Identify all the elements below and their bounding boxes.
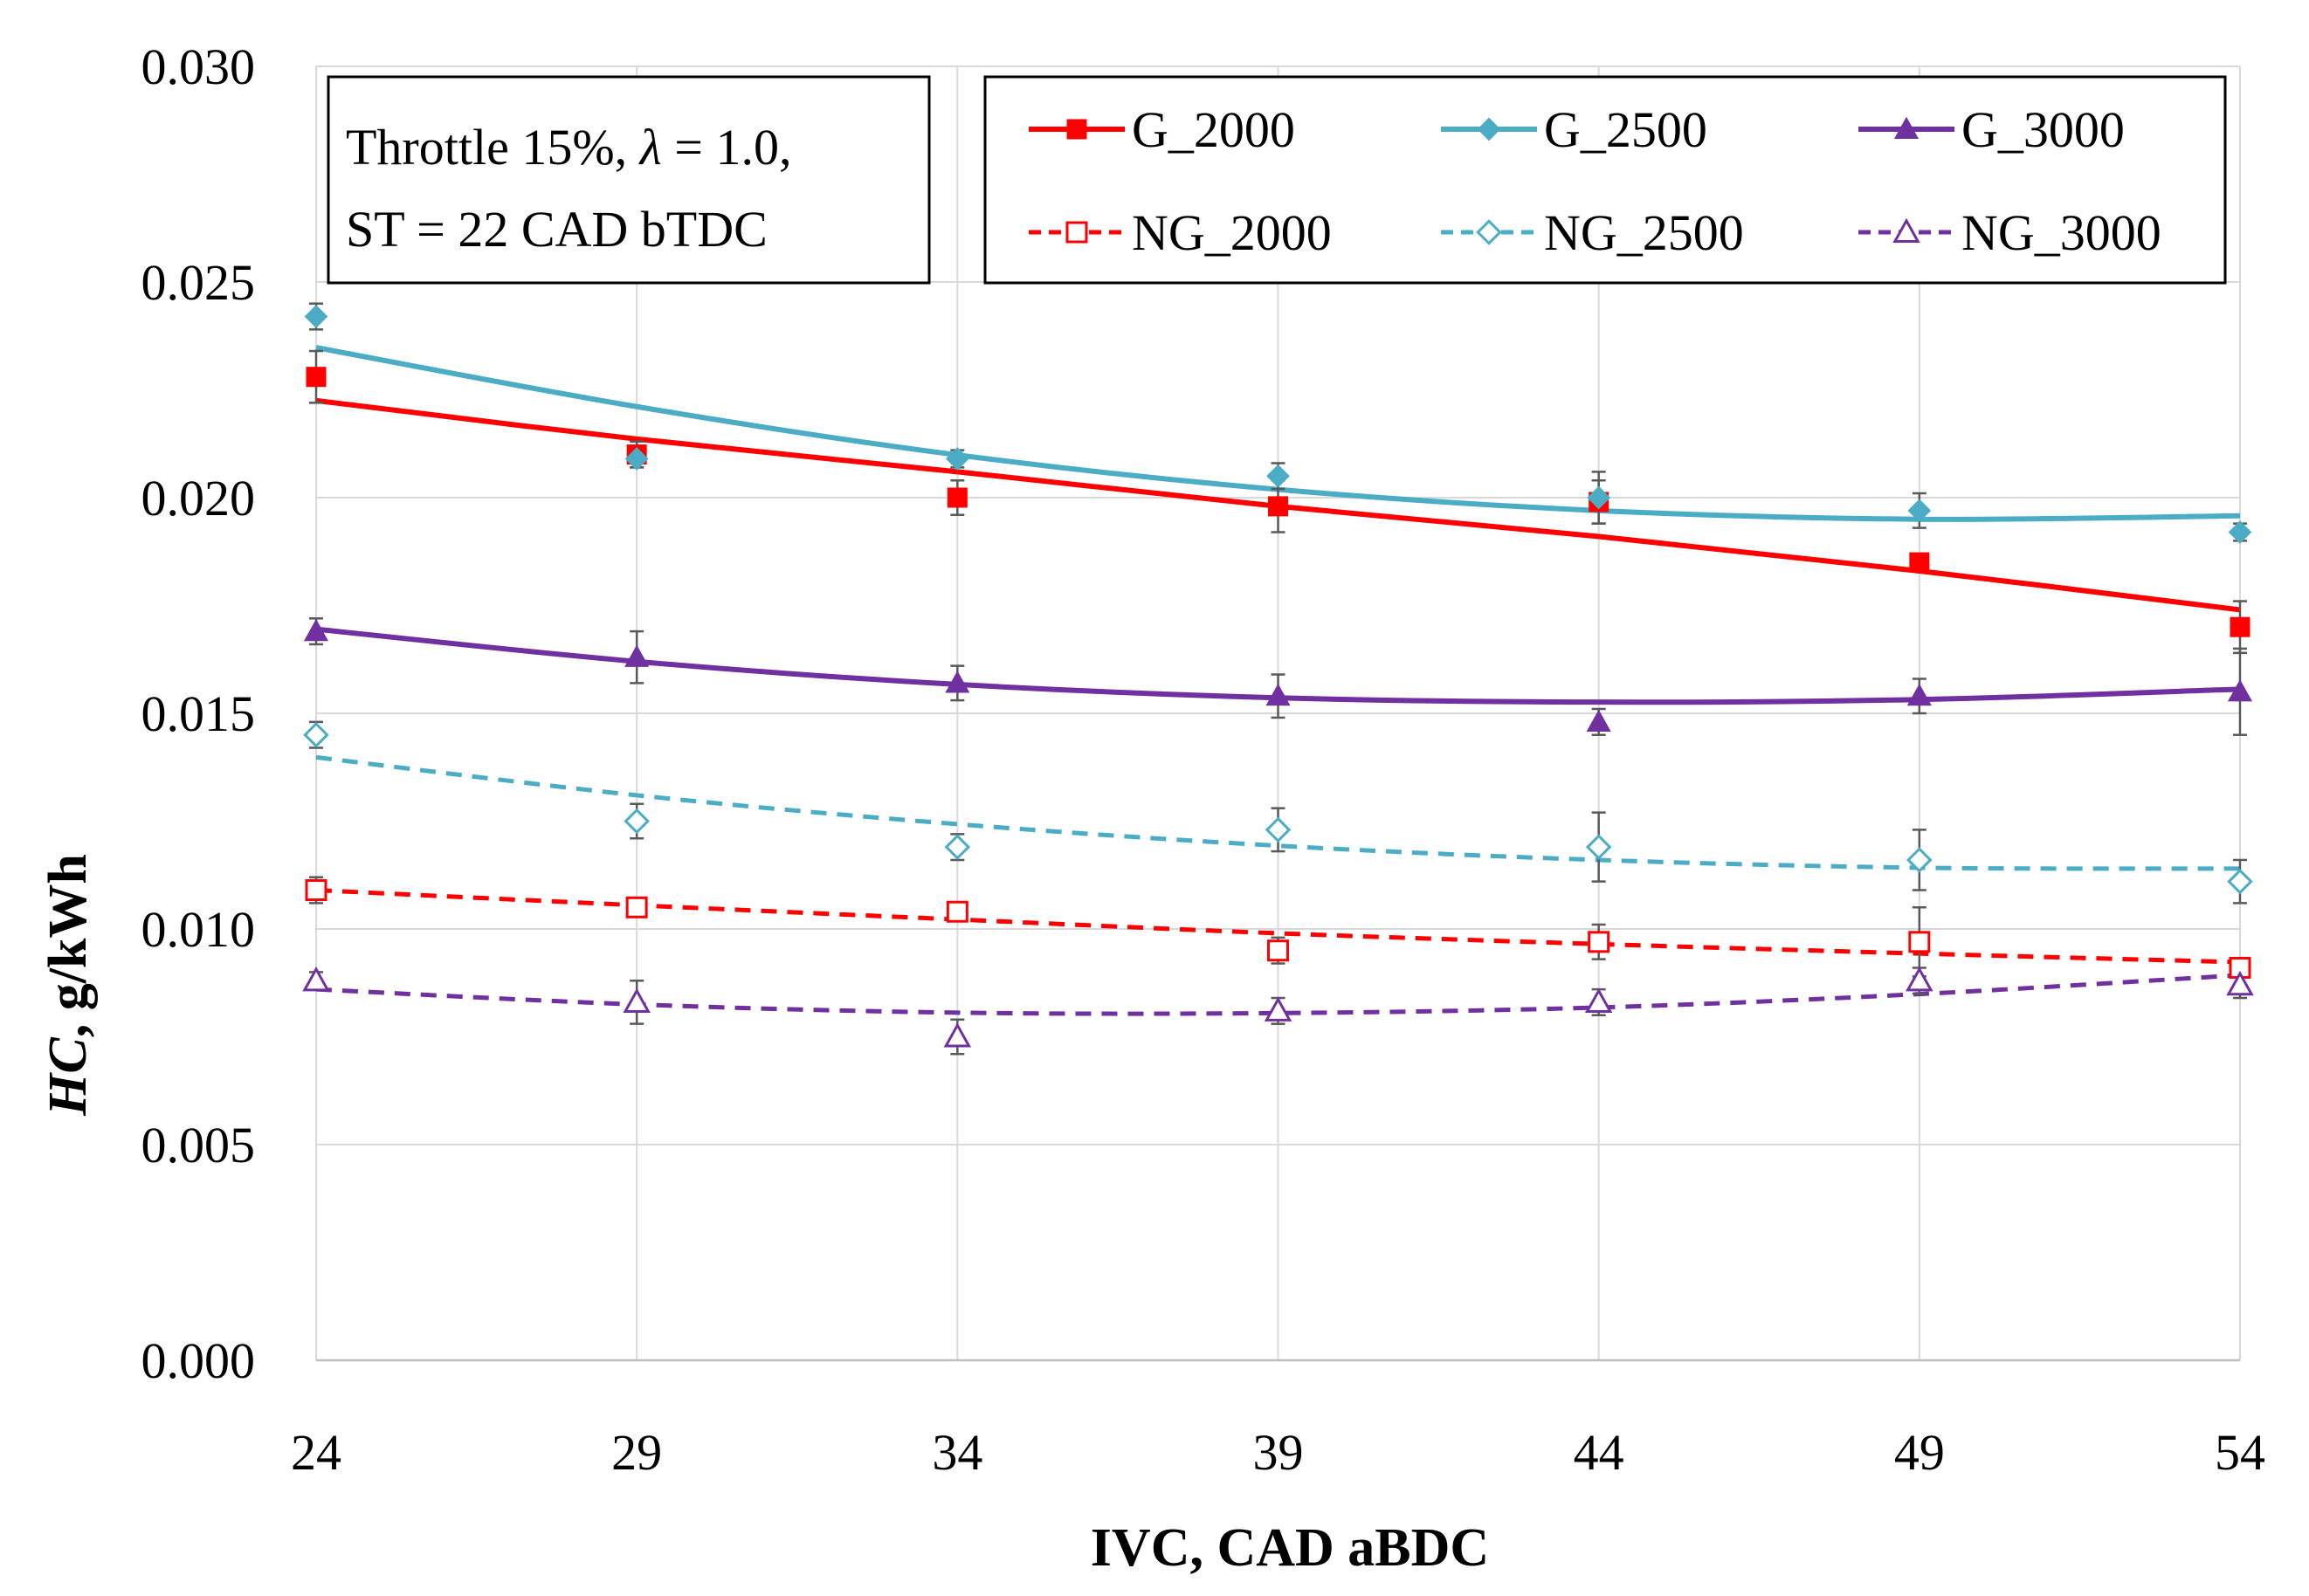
x-tick-label: 29 [611,1424,662,1481]
legend-item-ng-3000: NG_3000 [1858,204,2161,261]
data-point-ng-3000 [302,966,330,992]
conditions-lambda-value: = 1.0, [662,119,792,175]
data-point-g-2500 [1907,499,1932,523]
x-tick-label: 34 [932,1424,982,1481]
data-point-g-2000 [306,367,327,388]
conditions-lambda-symbol: λ [638,119,662,175]
data-point-g-2000 [2230,616,2250,637]
data-point-ng-2000 [1267,939,1289,962]
legend-marker-ng-2500 [1476,219,1502,245]
legend-label-g-3000: G_3000 [1961,101,2125,158]
data-point-g-2500 [1587,485,1611,510]
x-tick-label: 54 [2215,1424,2265,1481]
legend-marker-g-2500 [1477,117,1501,141]
legend-marker-g-2000 [1066,119,1087,140]
y-tick-label: 0.015 [141,685,256,742]
data-point-ng-2000 [1908,931,1931,953]
legend-item-ng-2500: NG_2500 [1441,204,1744,261]
legend-box [983,75,2227,285]
data-point-ng-2000 [625,896,648,918]
conditions-line-2: ST = 22 CAD bTDC [346,201,768,258]
legend-item-g-3000: G_3000 [1858,101,2125,158]
data-points [302,305,2254,1048]
data-point-g-3000 [1586,709,1611,732]
conditions-line-1: Throttle 15%, λ = 1.0, [346,119,792,175]
data-point-g-3000 [303,618,329,642]
legend-item-g-2000: G_2000 [1029,101,1295,158]
x-tick-label: 24 [291,1424,341,1481]
data-point-g-3000 [945,671,970,693]
legend-label-ng-2500: NG_2500 [1544,204,1744,261]
data-point-ng-3000 [943,1022,972,1048]
legend-marker-g-3000 [1893,116,1920,140]
data-point-ng-2000 [1588,931,1610,953]
data-point-ng-2000 [305,879,327,902]
x-tick-label: 44 [1574,1424,1624,1481]
legend-marker-ng-2000 [1065,221,1088,244]
data-point-ng-2500 [303,721,329,748]
y-tick-label: 0.010 [141,901,256,958]
legend-label-g-2500: G_2500 [1544,101,1707,158]
x-axis-title: IVC, CAD aBDC [1091,1518,1489,1578]
y-tick-label: 0.020 [141,470,256,526]
data-point-ng-2000 [946,900,968,923]
y-tick-label: 0.030 [141,38,256,95]
data-point-ng-3000 [623,987,651,1014]
data-point-ng-3000 [1264,996,1292,1022]
data-point-g-2000 [947,487,968,508]
legend-item-g-2500: G_2500 [1441,101,1707,158]
data-point-g-3000 [1906,684,1932,706]
data-point-ng-2500 [944,834,971,860]
conditions-throttle: Throttle 15%, [346,119,640,175]
legend-label-g-2000: G_2000 [1132,101,1295,158]
data-point-ng-2500 [624,808,650,835]
data-point-ng-2500 [1585,834,1612,860]
data-point-ng-3000 [1584,987,1613,1014]
tick-labels: 0.000 0.005 0.010 0.015 0.020 0.025 0.030 24 29 3… [141,38,2266,1481]
data-point-g-3000 [624,644,650,667]
data-point-ng-3000 [2226,970,2254,996]
data-point-g-3000 [2227,679,2253,702]
y-axis-title-unit: , g/kWh [38,854,98,1037]
data-point-g-2500 [624,447,649,471]
legend-marker-ng-3000 [1892,217,1920,244]
x-tick-label: 39 [1253,1424,1304,1481]
x-tick-label: 49 [1894,1424,1945,1481]
data-point-ng-2500 [1906,847,1933,873]
conditions-box [327,75,931,285]
data-point-g-2500 [304,305,328,328]
y-tick-label: 0.005 [141,1117,256,1173]
y-axis-title-variable: HC [38,1037,98,1117]
data-point-g-2500 [945,447,969,471]
legend-label-ng-3000: NG_3000 [1961,204,2161,261]
data-point-g-3000 [1265,684,1291,706]
y-axis-title: HC, g/kWh [38,854,98,1117]
data-point-ng-2500 [1265,816,1292,843]
data-point-g-2500 [2228,520,2252,544]
y-tick-label: 0.000 [141,1332,256,1389]
data-point-ng-2500 [2227,868,2253,895]
data-point-g-2000 [1268,496,1288,517]
legend-item-ng-2000: NG_2000 [1029,204,1332,261]
y-tick-label: 0.025 [141,254,256,311]
data-point-g-2000 [1909,552,1930,573]
legend-label-ng-2000: NG_2000 [1132,204,1332,261]
conditions-annotation: Throttle 15%, λ = 1.0, ST = 22 CAD bTDC [327,75,931,285]
data-point-ng-3000 [1906,966,1933,992]
legend: G_2000 G_2500 G_3000 NG_2000 NG_2500 NG_3000 [983,75,2227,285]
data-point-g-2500 [1266,464,1290,488]
